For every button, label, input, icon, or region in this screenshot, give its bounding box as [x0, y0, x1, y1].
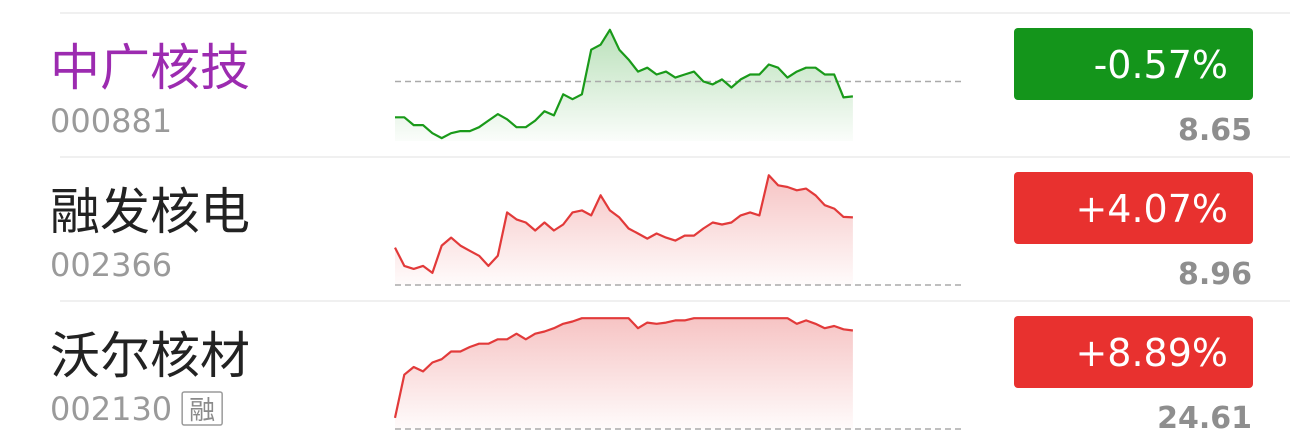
sparkline — [393, 317, 854, 419]
change-label: -0.57% — [1094, 43, 1228, 87]
change-badge — [1014, 28, 1253, 100]
change-badge — [1014, 172, 1253, 244]
price: 8.65 — [1178, 113, 1252, 148]
tag-label: 融 — [189, 396, 215, 426]
change-label: +8.89% — [1075, 331, 1228, 375]
tag-box — [181, 391, 223, 426]
stock-name: 中广核技 — [50, 39, 250, 97]
sparkline — [395, 28, 854, 140]
change-badge — [1014, 316, 1253, 388]
sparkline-area — [395, 175, 853, 285]
price: 24.61 — [1157, 401, 1252, 436]
sparkline — [394, 174, 853, 274]
sparkline-area — [395, 29, 853, 141]
price: 8.96 — [1178, 257, 1252, 292]
stock-name: 融发核电 — [50, 183, 250, 241]
stock-code: 002130 — [50, 390, 172, 428]
sparkline-area — [395, 318, 853, 429]
stock-name: 沃尔核材 — [50, 327, 250, 385]
stock-code: 002366 — [50, 246, 172, 284]
stock-code: 000881 — [50, 102, 172, 140]
change-label: +4.07% — [1075, 187, 1228, 231]
